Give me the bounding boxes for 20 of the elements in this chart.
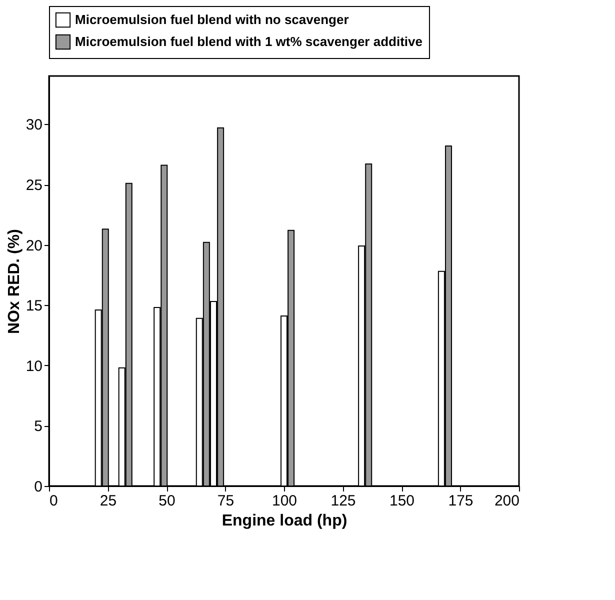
- y-tick-label: 20: [26, 237, 42, 254]
- x-tick-label: 125: [330, 492, 356, 510]
- legend-label: Microemulsion fuel blend with no scavenger: [75, 12, 349, 27]
- y-axis-title: NOx RED. (%): [6, 229, 23, 334]
- y-tick-label: 15: [26, 298, 42, 315]
- x-tick-label: 200: [494, 492, 520, 510]
- y-tick-label: 0: [34, 478, 42, 496]
- x-tick-label: 75: [217, 492, 234, 510]
- x-tick-label: 100: [272, 492, 298, 510]
- x-tick-label: 50: [158, 492, 176, 510]
- y-tick-label: 30: [26, 116, 42, 134]
- x-tick-label: 25: [100, 492, 117, 510]
- y-tick-label: 25: [26, 177, 42, 194]
- legend-label: Microemulsion fuel blend with 1 wt% scavenger additive: [75, 34, 422, 49]
- x-tick-label: 150: [389, 492, 415, 510]
- x-axis-title: Engine load (hp): [222, 512, 348, 530]
- y-tick-label: 5: [34, 418, 42, 436]
- x-tick-label: 175: [448, 492, 474, 510]
- x-tick-label: 0: [50, 492, 58, 510]
- y-tick-label: 10: [26, 358, 42, 375]
